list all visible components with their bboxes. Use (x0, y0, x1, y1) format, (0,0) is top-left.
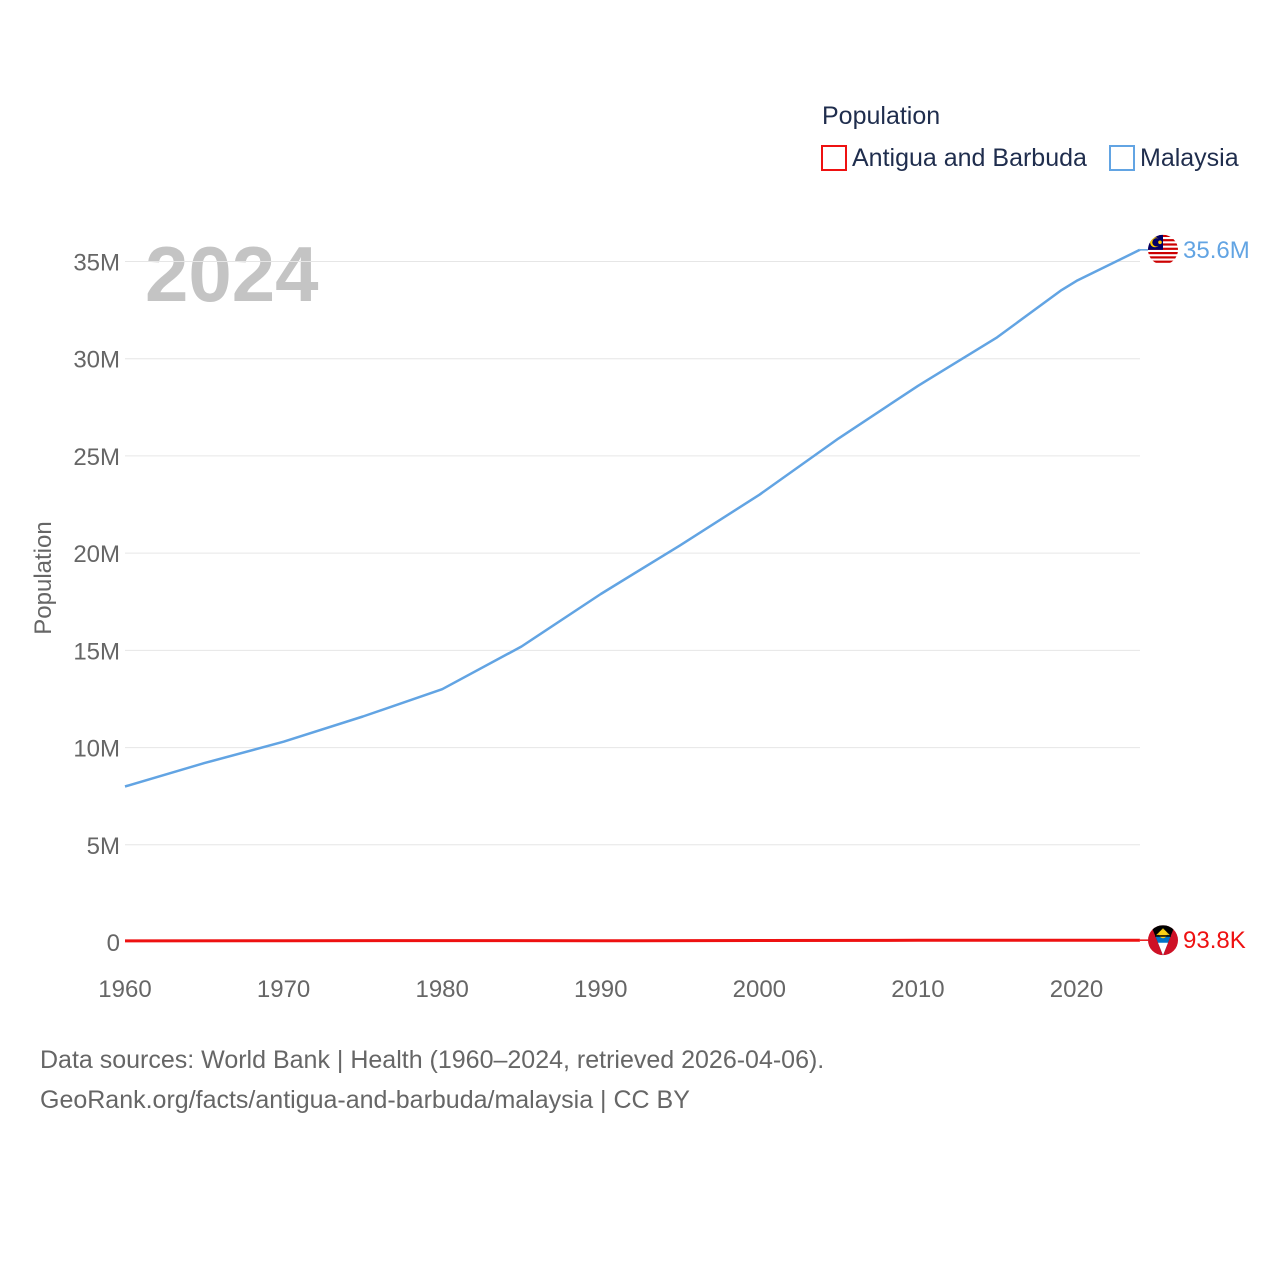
series-line-antigua-and-barbuda[interactable] (124, 938, 1140, 943)
y-tick-label: 0 (107, 930, 120, 957)
y-axis-ticks: 0 5M 10M 15M 20M 25M 30M 35M (73, 250, 120, 958)
malaysia-flag-icon (1148, 234, 1178, 265)
x-tick-label: 1980 (415, 976, 468, 1003)
legend-swatch-antigua-and-barbuda (821, 145, 847, 171)
legend-label-antigua-and-barbuda: Antigua and Barbuda (852, 144, 1087, 172)
y-axis-title: Population (30, 521, 57, 634)
y-tick-label: 15M (73, 638, 120, 665)
y-tick-label: 25M (73, 444, 120, 471)
series-lines (124, 248, 1141, 943)
antigua-and-barbuda-flag-icon (1148, 925, 1178, 956)
source-link[interactable]: GeoRank.org/facts/antigua-and-barbuda/ma… (40, 1086, 690, 1114)
series-line-malaysia[interactable] (124, 248, 1141, 788)
x-axis-ticks: 1960 1970 1980 1990 2000 2010 2020 (98, 976, 1103, 1003)
gridlines (125, 261, 1140, 846)
x-tick-label: 2000 (733, 976, 786, 1003)
legend-swatch-malaysia (1109, 145, 1135, 171)
year-label: 2024 (145, 230, 319, 318)
x-tick-label: 1970 (257, 976, 310, 1003)
source-line: Data sources: World Bank | Health (1960–… (40, 1046, 825, 1074)
y-tick-label: 5M (87, 833, 120, 860)
data-source-footer: Data sources: World Bank | Health (1960–… (40, 1040, 824, 1120)
y-tick-label: 35M (73, 250, 120, 277)
x-tick-label: 2020 (1050, 976, 1103, 1003)
y-tick-label: 10M (73, 736, 120, 763)
x-tick-label: 2010 (891, 976, 944, 1003)
legend-title: Population (822, 102, 940, 130)
legend-item-malaysia[interactable]: Malaysia (1109, 144, 1239, 172)
end-labels: 35.6M 93.8K (1139, 237, 1250, 954)
legend-item-antigua-and-barbuda[interactable]: Antigua and Barbuda (821, 144, 1087, 172)
end-label-malaysia: 35.6M (1183, 237, 1250, 264)
end-label-antigua-and-barbuda: 93.8K (1183, 927, 1246, 954)
x-tick-label: 1990 (574, 976, 627, 1003)
x-tick-label: 1960 (98, 976, 151, 1003)
y-tick-label: 30M (73, 347, 120, 374)
y-tick-label: 20M (73, 541, 120, 568)
legend-label-malaysia: Malaysia (1140, 144, 1239, 172)
